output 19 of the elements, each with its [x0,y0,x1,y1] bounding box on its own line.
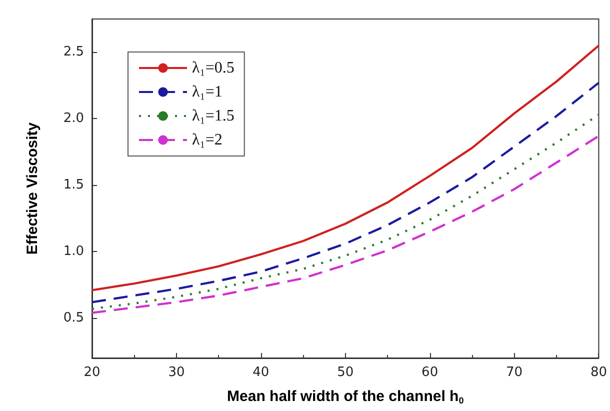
x-tick-label: 30 [168,365,185,380]
x-tick-label: 70 [506,365,523,380]
x-tick-label: 50 [337,365,354,380]
x-tick-label: 60 [422,365,438,380]
legend-label: λ₁=2 [192,132,222,148]
x-tick-label: 40 [252,365,270,380]
y-tick-label: 1.0 [63,244,84,260]
legend-label: λ₁=1.5 [192,108,234,124]
y-tick-label: 1.5 [63,178,84,193]
legend-label: λ₁=0.5 [192,60,234,76]
x-tick-label: 20 [84,365,100,380]
legend-label: λ₁=1 [192,84,222,100]
y-tick-label: 2.5 [63,44,84,60]
line-series [90,44,600,292]
y-tick-label: 0.5 [63,310,84,326]
y-axis-title: Effective Viscosity [24,122,41,255]
line-series [90,82,600,304]
x-tick-label: 80 [590,365,607,380]
y-tick-label: 2.0 [63,111,84,126]
